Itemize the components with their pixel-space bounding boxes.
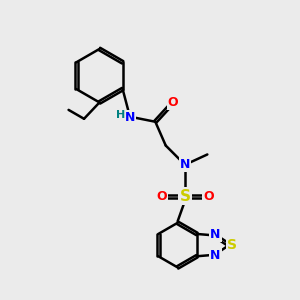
Text: N: N xyxy=(210,228,220,242)
Text: N: N xyxy=(180,158,190,171)
Text: O: O xyxy=(156,190,167,202)
Text: S: S xyxy=(180,189,190,204)
Text: N: N xyxy=(210,249,220,262)
Text: O: O xyxy=(203,190,214,202)
Text: H: H xyxy=(116,110,125,120)
Text: N: N xyxy=(125,111,135,124)
Text: O: O xyxy=(168,96,178,109)
Text: S: S xyxy=(227,238,237,252)
